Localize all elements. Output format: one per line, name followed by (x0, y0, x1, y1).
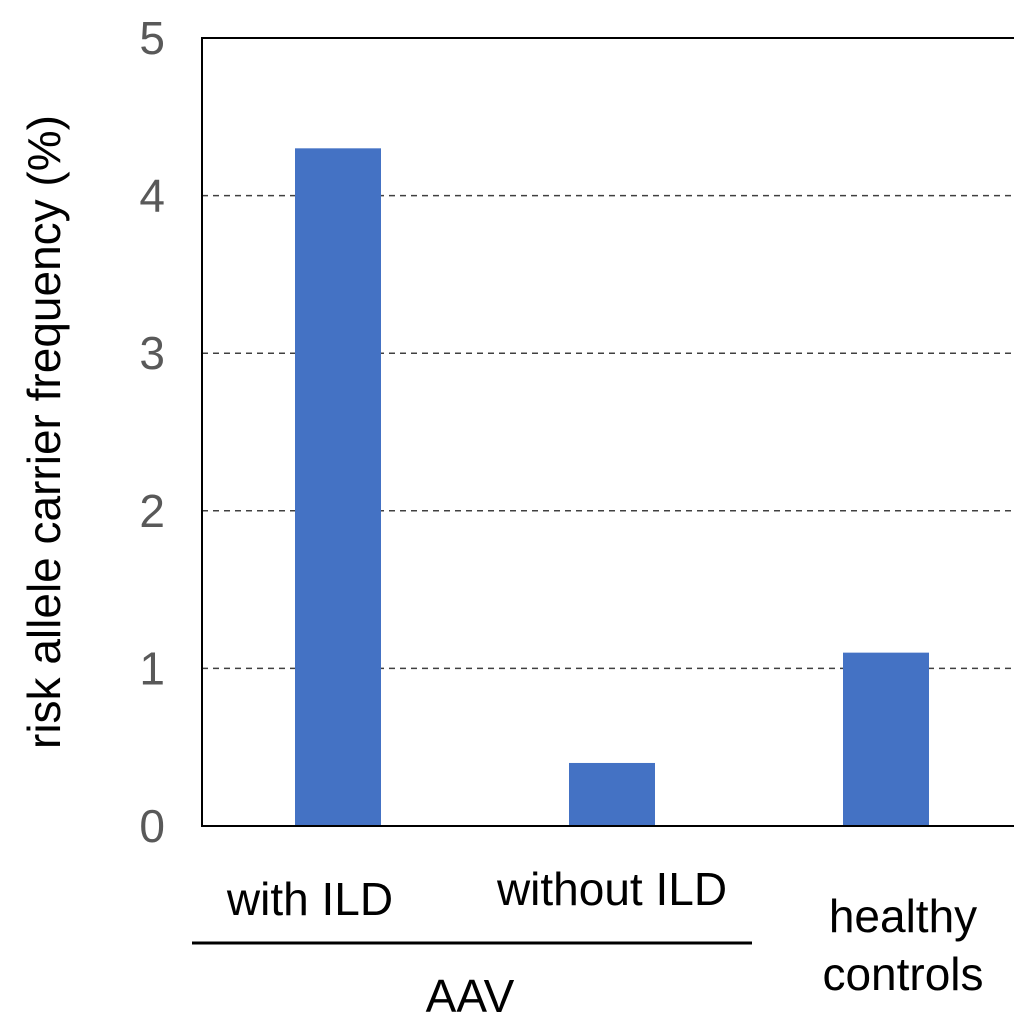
bar (295, 148, 381, 826)
bars (295, 148, 929, 826)
bar (569, 762, 655, 826)
category-label: healthy (829, 890, 977, 942)
y-tick-labels: 0 1 2 3 4 5 (139, 12, 165, 852)
category-label: without ILD (496, 863, 727, 915)
category-label: controls (822, 948, 983, 1000)
group-label: AAV (426, 970, 515, 1022)
y-tick-label: 1 (139, 642, 165, 694)
y-tick-label: 3 (139, 327, 165, 379)
y-tick-label: 2 (139, 485, 165, 537)
y-tick-label: 5 (139, 12, 165, 64)
y-axis-title: risk allele carrier frequency (%) (18, 115, 70, 749)
category-label: with ILD (226, 873, 393, 925)
y-tick-label: 4 (139, 170, 165, 222)
plot-frame (201, 37, 1014, 827)
y-tick-label: 0 (139, 800, 165, 852)
category-labels: with ILD without ILD healthy controls (226, 863, 984, 1000)
bar (843, 652, 929, 826)
